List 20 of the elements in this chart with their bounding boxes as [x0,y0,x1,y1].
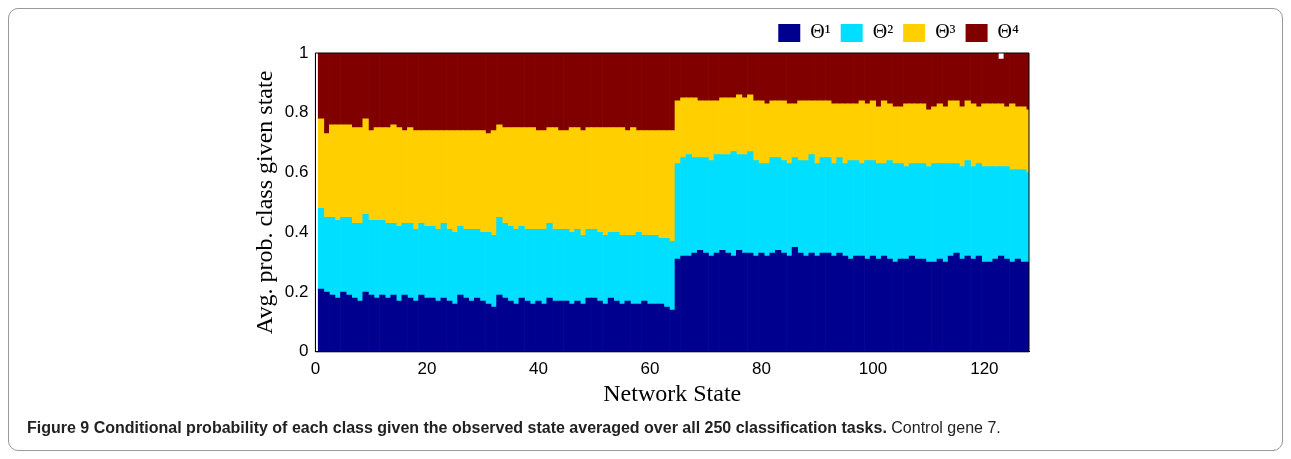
y-axis-title: Avg. prob. class given state [250,70,277,335]
x-tick-label: 120 [970,358,999,378]
y-tick-label: 0.8 [284,102,309,122]
x-tick-label: 20 [417,358,437,378]
x-axis-title: Network State [603,379,742,406]
legend-label: Θ³ [935,20,956,43]
y-tick-label: 0.4 [284,221,309,241]
y-tick-label: 0 [298,341,309,361]
x-tick-label: 100 [858,358,888,378]
legend-label: Θ² [872,20,894,43]
text: Control gene 7. [891,419,1001,436]
legend-label: Θ⁴ [997,20,1020,43]
y-tick-label: 0.6 [284,162,309,182]
x-tick-label: 60 [640,358,660,378]
x-tick-label: 80 [751,358,771,378]
y-tick-label: 0.2 [284,281,309,301]
legend-label: Θ¹ [810,20,831,43]
x-tick-label: 40 [528,358,548,378]
caption: Figure 9 Conditional probability of each class given the observed state averaged over all 250 classification tasks. [27,419,888,436]
y-tick-label: 1 [298,42,309,62]
